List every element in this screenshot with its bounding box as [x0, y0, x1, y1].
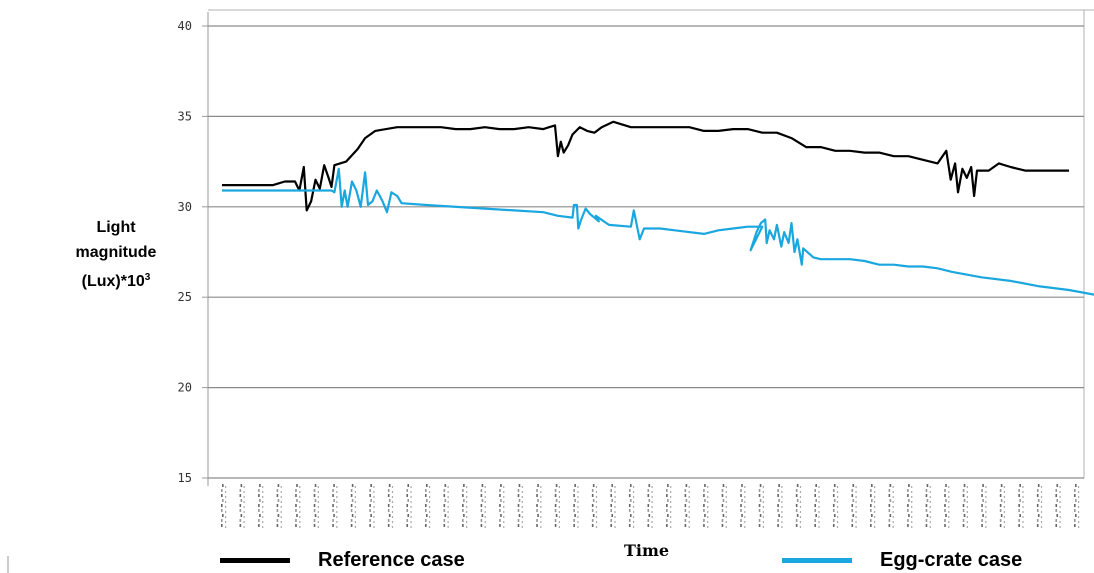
- x-tick-label: [962, 484, 968, 528]
- x-tick-label: [462, 484, 468, 528]
- x-tick-label: [591, 484, 598, 528]
- x-tick-label: [703, 484, 709, 528]
- series-line-eggcrate: [222, 167, 1094, 296]
- x-tick-label: [573, 484, 579, 528]
- x-tick-label: [313, 484, 319, 528]
- x-axis-title: Time: [624, 541, 670, 560]
- y-axis-label-unit: (Lux)*10: [81, 273, 145, 290]
- x-tick-label: [369, 484, 375, 528]
- y-tick-label-15: 15: [178, 471, 192, 485]
- x-tick-label: [276, 484, 282, 528]
- x-tick-label: [387, 484, 394, 528]
- y-axis-label: Light magnitude (Lux)*103: [58, 215, 174, 294]
- series-lines: [222, 120, 1094, 296]
- y-tick-label-20: 20: [178, 381, 192, 395]
- y-axis-label-line-2: magnitude: [75, 244, 157, 261]
- x-tick-label: [888, 484, 894, 528]
- legend-label-reference: Reference case: [318, 548, 465, 571]
- y-tick-label-35: 35: [178, 109, 192, 123]
- x-tick-label: [795, 484, 802, 528]
- x-tick-label: [1055, 484, 1061, 528]
- x-tick-label: [443, 484, 449, 528]
- y-axis-label-exponent: 3: [144, 272, 151, 283]
- x-tick-label: [666, 484, 672, 528]
- x-tick-label: [832, 484, 839, 528]
- x-tick-label: [777, 484, 783, 528]
- x-tick-label: [610, 484, 616, 528]
- x-tick-label: [295, 484, 301, 528]
- x-tick-label: [1074, 484, 1080, 528]
- y-tick-label-30: 30: [178, 200, 192, 214]
- legend-item-reference: Reference case: [220, 548, 465, 572]
- x-tick-label: [758, 484, 764, 528]
- x-tick-label: [350, 484, 357, 528]
- x-tick-label: [480, 484, 486, 528]
- y-tick-labels: 15 20 25 30 35 40: [178, 19, 192, 485]
- legend-swatch-eggcrate: [782, 557, 852, 563]
- x-tick-labels: [221, 484, 1080, 528]
- x-tick-label: [925, 484, 931, 528]
- x-tick-label: [554, 484, 560, 528]
- x-tick-label: [239, 484, 245, 528]
- x-tick-label: [221, 484, 227, 528]
- x-tick-label: [740, 484, 746, 528]
- x-tick-label: [406, 484, 412, 528]
- x-tick-label: [814, 484, 820, 528]
- legend-label-eggcrate: Egg-crate case: [880, 548, 1023, 571]
- x-tick-label: [684, 484, 690, 528]
- x-tick-label: [1036, 484, 1043, 528]
- x-tick-label: [944, 484, 950, 528]
- x-tick-label: [517, 484, 523, 528]
- y-axis-label-line-1: Light: [96, 219, 136, 236]
- series-line-reference: [222, 120, 1069, 212]
- x-tick-label: [424, 484, 431, 528]
- x-tick-label: [1018, 484, 1024, 528]
- x-tick-label: [721, 484, 727, 528]
- legend-item-eggcrate: Egg-crate case: [782, 548, 1022, 572]
- x-tick-label: [851, 484, 857, 528]
- x-tick-label: [499, 484, 505, 528]
- x-tick-label: [870, 484, 876, 528]
- x-tick-label: [332, 484, 338, 528]
- y-tick-label-40: 40: [178, 19, 192, 33]
- x-tick-label: [981, 484, 987, 528]
- x-tick-label: [258, 484, 264, 528]
- x-tick-label: [999, 484, 1006, 528]
- grid-lines: [7, 9, 1094, 573]
- x-tick-label: [536, 484, 542, 528]
- x-tick-label: [628, 484, 635, 528]
- y-axis-label-line-3: (Lux)*103: [58, 265, 174, 294]
- x-tick-label: [907, 484, 913, 528]
- y-tick-label-25: 25: [178, 290, 192, 304]
- x-tick-label: [647, 484, 653, 528]
- legend-swatch-reference: [220, 557, 290, 563]
